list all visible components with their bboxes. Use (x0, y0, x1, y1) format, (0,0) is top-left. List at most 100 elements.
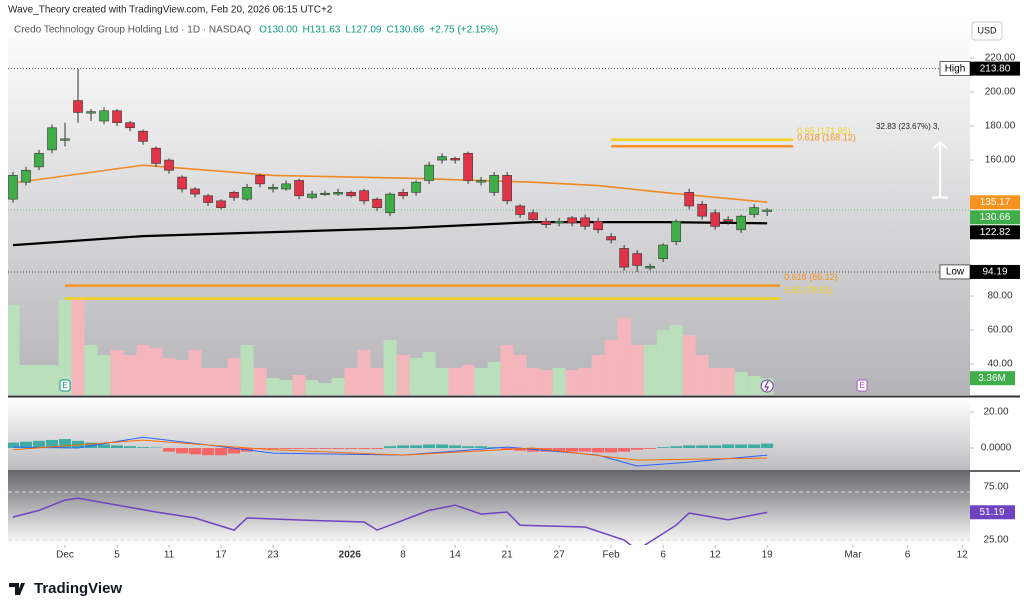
volume-bar (149, 348, 163, 395)
macd-bar (306, 448, 319, 449)
candle-body (593, 220, 603, 231)
macd-tick-label: 20.00 (983, 407, 1008, 418)
macd-bar (319, 448, 332, 449)
price-tag-label: 135.17 (980, 197, 1011, 208)
macd-bar (124, 446, 137, 449)
volume-bar (422, 352, 436, 395)
macd-bar (449, 445, 462, 449)
volume-bar (331, 378, 345, 395)
candle-body (34, 152, 44, 168)
candle-body (658, 244, 668, 259)
macd-bar (423, 444, 436, 449)
candle-body (203, 195, 213, 203)
candle-body (580, 217, 590, 227)
x-tick-label: 27 (554, 550, 566, 561)
macd-bar (566, 448, 579, 452)
x-tick-label: 17 (215, 550, 227, 561)
candle-body (333, 192, 343, 195)
macd-bar (345, 448, 358, 449)
candle-body (541, 220, 551, 225)
volume-bar (435, 368, 449, 395)
macd-bar (384, 446, 397, 449)
fib-label: 0.618 (86.12) (784, 272, 838, 282)
macd-bar (475, 446, 488, 449)
x-tick-label: 12 (957, 550, 969, 561)
volume-bar (474, 368, 488, 395)
candle-body (21, 169, 31, 183)
dividend-icon (764, 380, 770, 392)
price-tag-label: 130.66 (980, 212, 1011, 223)
candle-body (125, 122, 135, 129)
macd-bar (579, 448, 592, 452)
macd-plot (8, 436, 774, 467)
rsi-pane (8, 472, 970, 545)
volume-bar (19, 365, 33, 395)
candle-body (424, 164, 434, 181)
candle-body (502, 175, 512, 202)
fib-label: 0.618 (168.12) (797, 133, 856, 143)
candle-body (8, 175, 18, 200)
macd-bar (293, 448, 306, 449)
candle-body (151, 147, 161, 164)
macd-bar (488, 447, 501, 449)
volume-bar (513, 355, 527, 395)
candle-body (398, 192, 408, 197)
volume-bar (279, 380, 293, 395)
volume-bar (708, 368, 722, 395)
moving-average (12, 221, 768, 247)
candle-body (216, 200, 226, 208)
macd-bar (436, 444, 449, 449)
event-label: E (62, 381, 67, 390)
candle-body (242, 186, 252, 200)
candle-body (86, 111, 96, 114)
macd-bar (358, 448, 371, 449)
x-tick-label: 11 (164, 550, 175, 561)
candle-body (294, 180, 304, 197)
legend-value: C130.66 (387, 25, 425, 36)
macd-tick-label: 0.0000 (981, 443, 1012, 454)
macd-pane (8, 398, 970, 470)
volume-bar (188, 350, 202, 395)
candle-body (606, 236, 616, 241)
measure-arrowhead (932, 140, 948, 150)
macd-bar (150, 447, 163, 449)
volume-bar (604, 340, 618, 395)
currency: USD (977, 25, 997, 35)
x-tick-label: 6 (905, 550, 911, 561)
macd-bar (137, 447, 150, 449)
candle-body (489, 175, 499, 193)
macd-bar (46, 439, 59, 449)
volume-bar (630, 345, 644, 395)
volume-bar (58, 300, 72, 395)
volume-bar (214, 368, 228, 395)
macd-bar (592, 448, 605, 453)
x-tick-label: 19 (762, 550, 774, 561)
volume-bar (253, 368, 267, 395)
volume-bar (695, 355, 709, 395)
candle-body (515, 205, 525, 215)
macd-bar (410, 445, 423, 449)
y-tick-label: 220.00 (985, 53, 1016, 64)
volume-bar (305, 380, 319, 395)
candle-body (138, 130, 148, 142)
macd-bar (59, 439, 72, 449)
rsi-line (12, 497, 768, 545)
tag-name: Low (946, 267, 965, 278)
price-tag (970, 225, 1020, 240)
volume-bar (643, 345, 657, 395)
candle-body (268, 186, 278, 190)
fib-label: 0.65 (171.95) (797, 126, 851, 136)
candle-body (723, 219, 733, 222)
candle-body (281, 183, 291, 190)
legend-value: +2.75 (+2.15%) (429, 25, 498, 36)
volume-bar (175, 360, 189, 395)
volume-bar (71, 300, 85, 395)
macd-bar (618, 448, 631, 452)
y-tick-label: 80.00 (987, 291, 1012, 302)
volume-bar (448, 368, 462, 395)
rsi-tick-label: 25.00 (983, 535, 1008, 546)
volume-bar (578, 368, 592, 395)
x-tick-label: Feb (603, 550, 621, 561)
